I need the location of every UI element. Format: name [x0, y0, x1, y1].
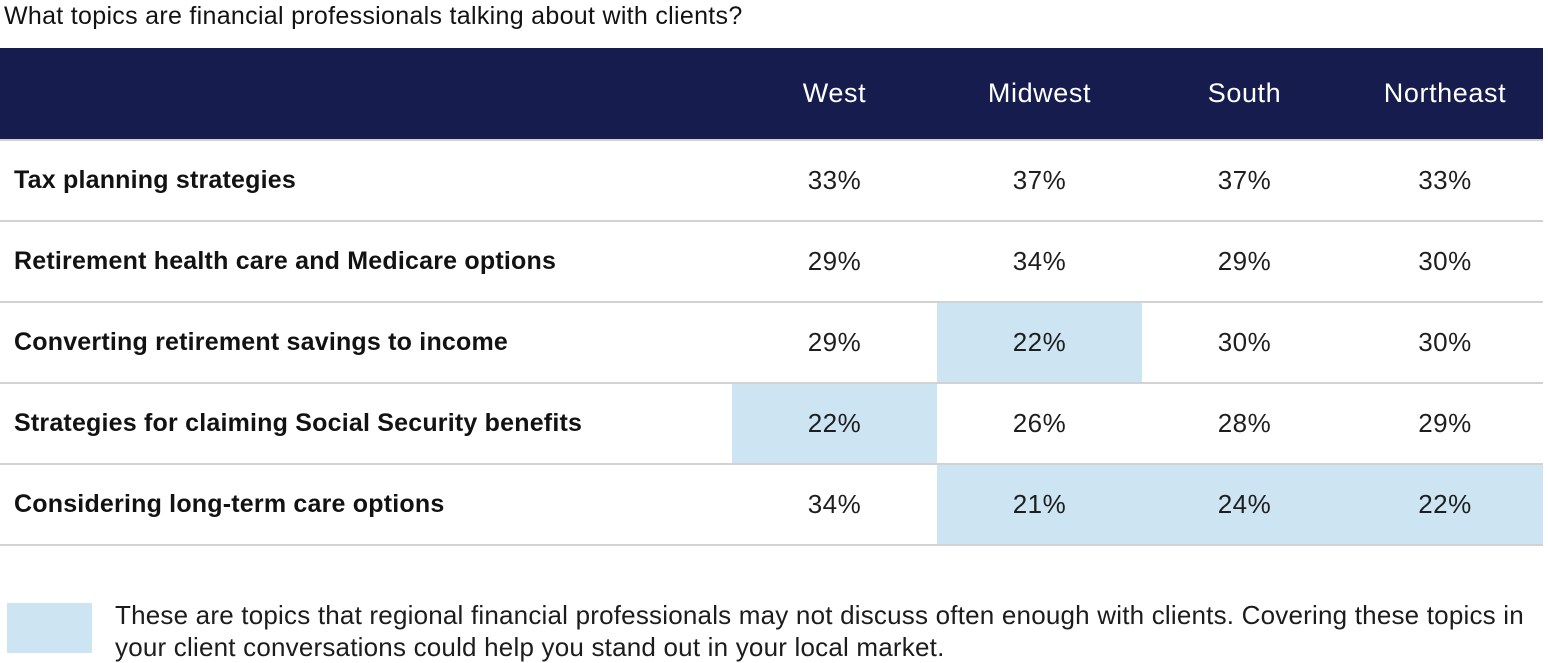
- table-header-row: West Midwest South Northeast: [0, 48, 1543, 139]
- page-title: What topics are financial professionals …: [4, 2, 743, 30]
- value-cell: 29%: [1418, 408, 1472, 438]
- row-label: Retirement health care and Medicare opti…: [14, 247, 557, 275]
- value-cell: 22%: [1347, 465, 1543, 544]
- value-cell: 21%: [937, 465, 1142, 544]
- value-cell: 28%: [1217, 408, 1272, 438]
- value-cell: 26%: [1012, 408, 1067, 438]
- column-header-south: South: [1207, 78, 1282, 108]
- value-cell: 29%: [807, 246, 862, 276]
- table-row: Considering long-term care options 34% 2…: [0, 463, 1543, 544]
- column-header-west: West: [802, 78, 867, 108]
- value-cell: 37%: [1217, 165, 1272, 195]
- table-row: Retirement health care and Medicare opti…: [0, 220, 1543, 301]
- value-cell: 24%: [1142, 465, 1347, 544]
- value-cell: 29%: [1217, 246, 1272, 276]
- value-cell: 30%: [1217, 327, 1272, 357]
- row-label: Strategies for claiming Social Security …: [14, 409, 583, 437]
- value-cell: 22%: [732, 384, 937, 463]
- value-cell: 34%: [1012, 246, 1067, 276]
- value-cell: 30%: [1418, 327, 1472, 357]
- table-row: Converting retirement savings to income …: [0, 301, 1543, 382]
- column-header-midwest: Midwest: [987, 78, 1092, 108]
- value-cell: 29%: [807, 327, 862, 357]
- row-label: Tax planning strategies: [14, 166, 296, 194]
- row-label: Converting retirement savings to income: [14, 328, 509, 356]
- table-row: Tax planning strategies 33% 37% 37% 33%: [0, 139, 1543, 220]
- legend: These are topics that regional financial…: [7, 599, 1548, 663]
- row-label: Considering long-term care options: [14, 490, 445, 518]
- legend-text: These are topics that regional financial…: [115, 600, 1524, 662]
- value-cell: 37%: [1012, 165, 1067, 195]
- value-cell: 30%: [1418, 246, 1472, 276]
- column-header-northeast: Northeast: [1383, 78, 1507, 108]
- value-cell: 33%: [807, 165, 862, 195]
- table-row: Strategies for claiming Social Security …: [0, 382, 1543, 463]
- value-cell: 34%: [807, 489, 862, 519]
- value-cell: 33%: [1418, 165, 1472, 195]
- regional-topics-table: West Midwest South Northeast Tax plannin…: [0, 48, 1543, 546]
- table-body: Tax planning strategies 33% 37% 37% 33% …: [0, 139, 1543, 546]
- highlight-swatch: [7, 603, 92, 653]
- value-cell: 22%: [937, 303, 1142, 382]
